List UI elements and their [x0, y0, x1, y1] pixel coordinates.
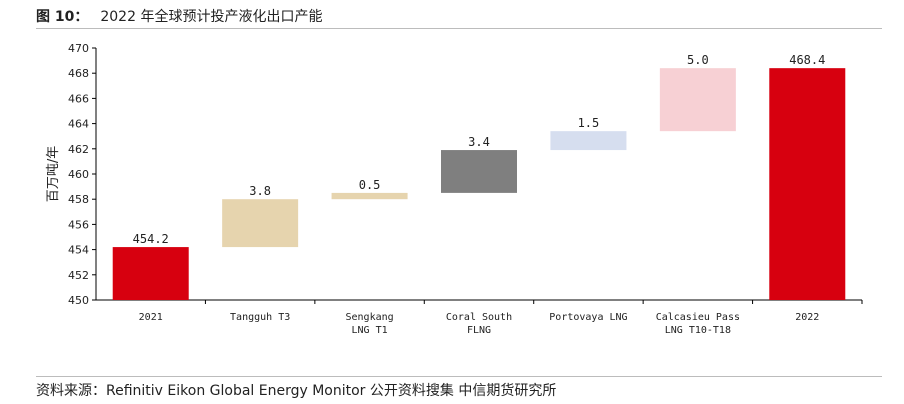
y-axis-title: 百万吨/年 [46, 146, 61, 202]
x-category-label: Portovaya LNG [549, 312, 627, 323]
source-text: 资料来源：Refinitiv Eikon Global Energy Monit… [36, 383, 557, 399]
x-category-label: LNG T1 [352, 325, 388, 336]
bar [659, 68, 736, 132]
bar [441, 150, 517, 193]
y-tick-label: 464 [68, 118, 89, 131]
y-tick-label: 468 [68, 67, 89, 80]
x-category-label: 2021 [139, 312, 163, 323]
figure-title-bar: 图 10： 2022 年全球预计投产液化出口产能 [36, 4, 882, 29]
y-tick-label: 450 [68, 294, 89, 307]
y-tick-label: 456 [68, 218, 89, 231]
bar-value-label: 1.5 [578, 116, 600, 130]
waterfall-chart: 百万吨/年 470 468 466 464 462 460 458 456 454 452 450 45… [46, 42, 863, 336]
y-tick-label: 460 [68, 168, 89, 181]
y-tick-label: 452 [68, 269, 89, 282]
x-category-label: LNG T10-T18 [665, 325, 731, 336]
x-category-label: FLNG [467, 325, 491, 336]
y-tick-label: 454 [68, 244, 89, 257]
bar [550, 131, 627, 151]
bar [222, 199, 299, 248]
figure-number: 图 10： [36, 9, 89, 25]
bar-value-label: 5.0 [687, 53, 709, 67]
bar [331, 192, 408, 200]
x-category-label: Coral South [446, 312, 512, 323]
figure-title: 2022 年全球预计投产液化出口产能 [100, 9, 323, 25]
bar [769, 68, 846, 300]
y-tick-label: 466 [68, 92, 89, 105]
y-tick-label: 470 [68, 42, 89, 55]
bar [112, 247, 189, 300]
bar-value-label: 3.8 [249, 184, 271, 198]
x-category-label: Tangguh T3 [230, 312, 290, 323]
y-tick-label: 462 [68, 143, 89, 156]
x-category-label: Calcasieu Pass [656, 312, 740, 323]
bar-value-label: 468.4 [789, 53, 825, 67]
y-tick-label: 458 [68, 193, 89, 206]
bar-value-label: 454.2 [133, 232, 169, 246]
x-category-label: Sengkang [345, 312, 393, 323]
x-category-label: 2022 [795, 312, 819, 323]
bar-value-label: 0.5 [359, 178, 381, 192]
source-note: 资料来源：Refinitiv Eikon Global Energy Monit… [36, 376, 882, 403]
bar-value-label: 3.4 [468, 135, 490, 149]
